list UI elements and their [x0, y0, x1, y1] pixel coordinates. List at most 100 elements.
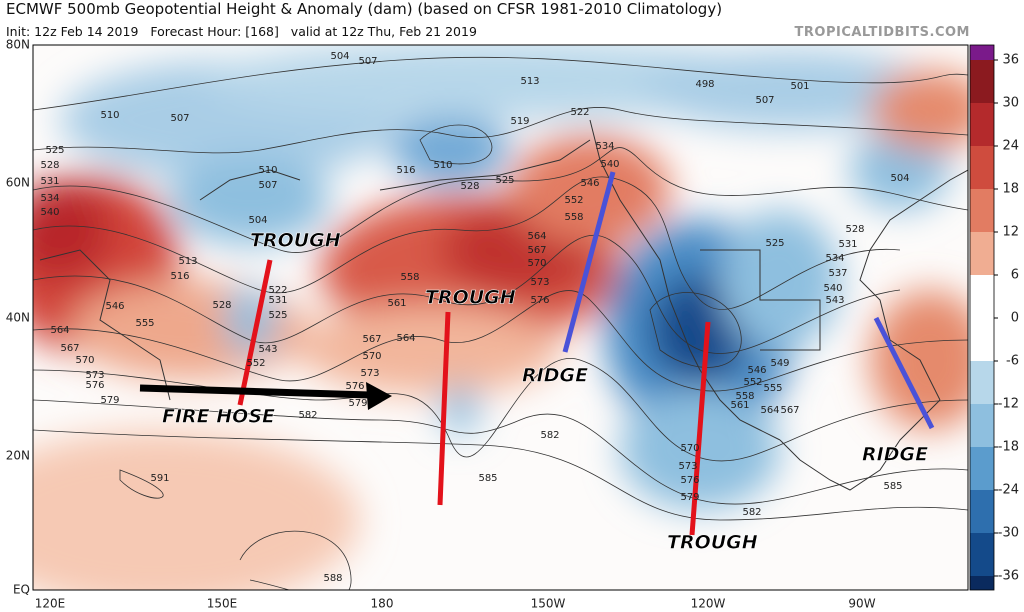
lon-label: 90W: [848, 597, 875, 611]
colorbar-label: 0: [1011, 311, 1019, 326]
annotation: TROUGH: [250, 230, 341, 252]
contour-label: 558: [564, 212, 583, 223]
contour-label: 579: [100, 395, 119, 406]
contour-label: 552: [564, 195, 583, 206]
contour-label: 504: [890, 173, 909, 184]
contour-label: 567: [362, 334, 381, 345]
contour-label: 534: [825, 253, 844, 264]
colorbar-label: 6: [1011, 268, 1019, 283]
map-title: ECMWF 500mb Geopotential Height & Anomal…: [6, 0, 722, 18]
contour-label: 573: [530, 277, 549, 288]
contour-label: 504: [330, 51, 349, 62]
contour-label: 576: [345, 381, 364, 392]
contour-label: 576: [680, 475, 699, 486]
colorbar-label: -6: [1006, 354, 1019, 369]
contour-label: 501: [790, 81, 809, 92]
annotation-strokes: [139, 171, 935, 536]
contour-label: 522: [570, 107, 589, 118]
contour-label: 576: [530, 295, 549, 306]
contour-label: 579: [348, 398, 367, 409]
annotation: RIDGE: [862, 444, 928, 466]
contour-label: 546: [747, 365, 766, 376]
contour-label: 507: [755, 95, 774, 106]
contour-label: 561: [387, 298, 406, 309]
contour-label: 534: [40, 193, 59, 204]
colorbar-label: 30: [1002, 96, 1019, 111]
watermark: TROPICALTIDBITS.COM: [795, 25, 970, 40]
contour-label: 552: [246, 358, 265, 369]
contour-label: 516: [396, 165, 415, 176]
contour-label: 540: [40, 207, 59, 218]
map-frame: [32, 44, 969, 591]
contour-label: 567: [527, 245, 546, 256]
colorbar-label: -30: [998, 526, 1019, 541]
contour-label: 507: [358, 56, 377, 67]
colorbar-label: 12: [1002, 225, 1019, 240]
contour-label: 540: [600, 159, 619, 170]
contour-label: 546: [580, 178, 599, 189]
contour-label: 525: [268, 310, 287, 321]
contour-label: 555: [763, 383, 782, 394]
colorbar-label: -18: [998, 440, 1019, 455]
contour-label: 540: [823, 283, 842, 294]
contour-label: 582: [742, 507, 761, 518]
lon-label: 150E: [207, 597, 238, 611]
colorbar-label: 18: [1002, 182, 1019, 197]
contour-label: 558: [735, 391, 754, 402]
contour-label: 519: [510, 116, 529, 127]
contour-label: 507: [170, 113, 189, 124]
contour-label: 528: [40, 160, 59, 171]
colorbar-label: -12: [998, 397, 1019, 412]
lat-label: EQ: [13, 583, 30, 597]
contour-label: 543: [825, 295, 844, 306]
contour-label: 537: [828, 268, 847, 279]
contour-label: 546: [105, 301, 124, 312]
contour-label: 582: [298, 410, 317, 421]
contour-label: 567: [60, 343, 79, 354]
contour-label: 525: [495, 175, 514, 186]
coastlines: [39, 119, 968, 491]
anomaly-shading: [33, 45, 968, 590]
lon-label: 120W: [691, 597, 726, 611]
lon-label: 120E: [35, 597, 66, 611]
contour-label: 585: [478, 473, 497, 484]
annotation: TROUGH: [667, 532, 758, 554]
contour-label: 564: [50, 325, 69, 336]
contour-label: 531: [40, 176, 59, 187]
lon-label: 180: [371, 597, 394, 611]
contour-label: 534: [595, 141, 614, 152]
contour-label: 564: [527, 231, 546, 242]
contour-label: 576: [85, 380, 104, 391]
contour-label: 516: [170, 271, 189, 282]
contour-label: 561: [730, 400, 749, 411]
contour-label: 507: [258, 180, 277, 191]
colorbar-label: -24: [998, 483, 1019, 498]
contour-label: 549: [770, 358, 789, 369]
contour-label: 570: [527, 258, 546, 269]
contour-label: 510: [258, 165, 277, 176]
contour-label: 528: [845, 224, 864, 235]
lon-label: 150W: [531, 597, 566, 611]
contour-label: 528: [460, 181, 479, 192]
annotation: FIRE HOSE: [162, 406, 275, 428]
annotation: RIDGE: [522, 365, 588, 387]
contour-label: 591: [150, 473, 169, 484]
contour-label: 573: [360, 368, 379, 379]
colorbar-label: 24: [1002, 139, 1019, 154]
contour-label: 504: [248, 215, 267, 226]
contour-label: 525: [45, 145, 64, 156]
contour-label: 543: [258, 344, 277, 355]
annotation: TROUGH: [425, 287, 516, 309]
contour-label: 573: [678, 461, 697, 472]
contour-label: 555: [135, 318, 154, 329]
contour-label: 585: [883, 481, 902, 492]
contour-label: 513: [520, 76, 539, 87]
init-line: Init: 12z Feb 14 2019 Forecast Hour: [16…: [6, 24, 477, 39]
contour-label: 582: [540, 430, 559, 441]
contour-label: 588: [323, 573, 342, 584]
contour-label: 579: [680, 492, 699, 503]
lat-label: 80N: [6, 38, 30, 52]
contour-label: 564: [396, 333, 415, 344]
